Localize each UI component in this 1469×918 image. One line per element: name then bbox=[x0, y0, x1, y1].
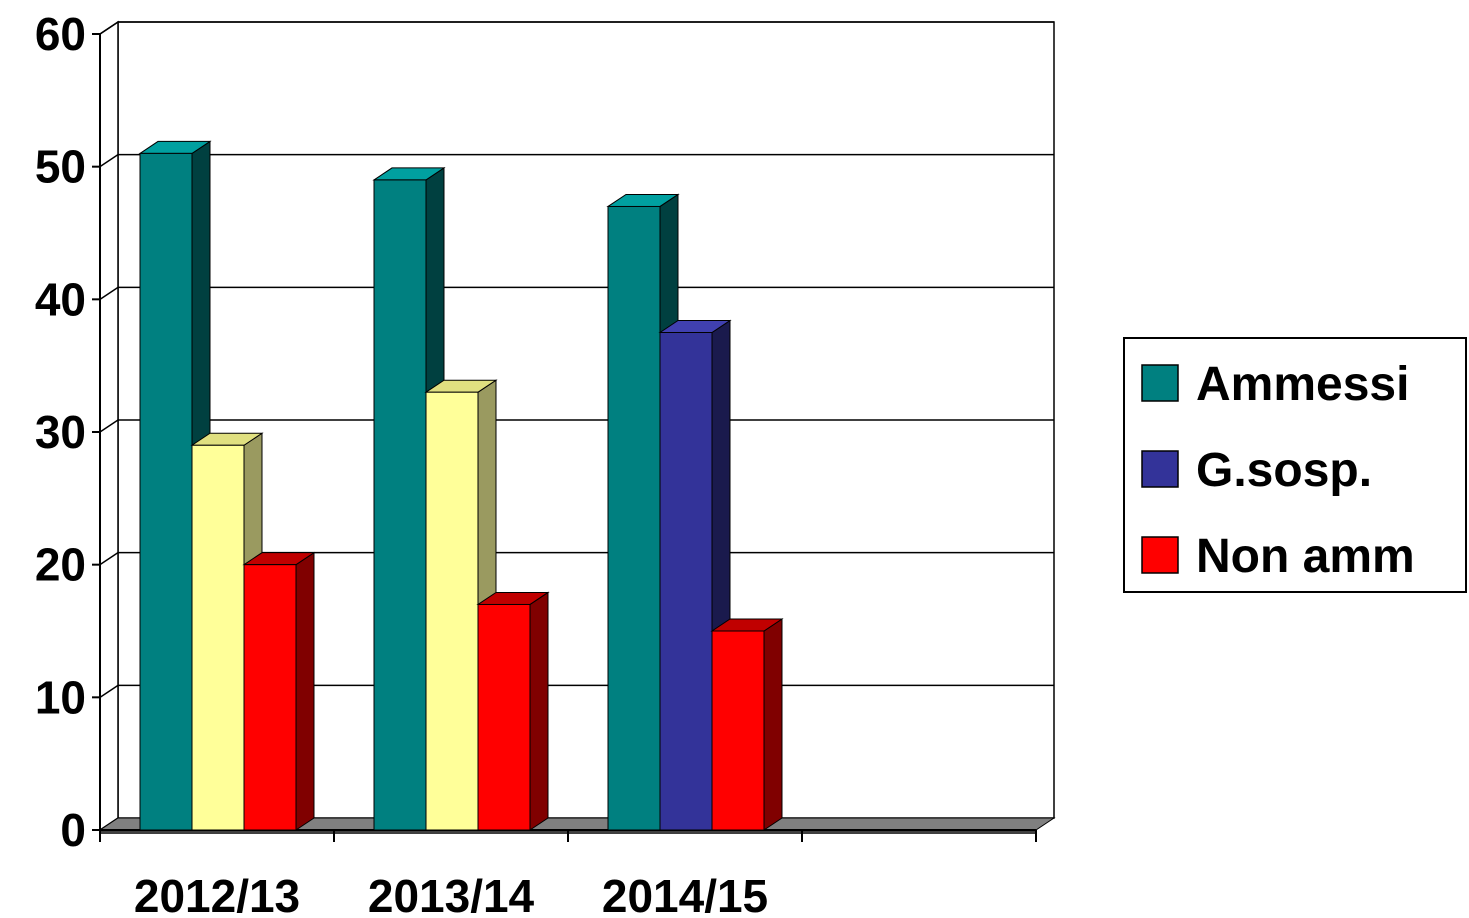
x-tick-labels: 2012/13 2013/14 2014/15 bbox=[134, 870, 768, 918]
y-tick-label-0: 0 bbox=[60, 804, 86, 856]
x-tick-label-2014-15: 2014/15 bbox=[602, 870, 768, 918]
gridline-side-40 bbox=[99, 286, 119, 300]
bar-2013-14-3-front bbox=[477, 603, 531, 831]
y-tick-label-40: 40 bbox=[35, 273, 86, 325]
bar-2013-14-2-front bbox=[425, 391, 479, 831]
bar-2014-15-3-front bbox=[711, 630, 765, 831]
y-tick-label-30: 30 bbox=[35, 406, 86, 458]
y-tick-label-10: 10 bbox=[35, 671, 86, 723]
gridline-side-20 bbox=[99, 552, 119, 566]
y-tick-label-20: 20 bbox=[35, 539, 86, 591]
bar-2012-13-3-side bbox=[295, 551, 315, 831]
y-tick-label-60: 60 bbox=[35, 8, 86, 60]
bar-2012-13-1-front bbox=[139, 152, 193, 831]
legend-label-non-amm: Non amm bbox=[1196, 530, 1415, 583]
bar-2013-14-3 bbox=[476, 591, 550, 831]
legend-swatch-g-sosp bbox=[1141, 450, 1179, 488]
bar-2014-15-2-front bbox=[659, 332, 713, 831]
x-tick-label-2013-14: 2013/14 bbox=[368, 870, 535, 918]
legend-swatch-ammessi bbox=[1141, 364, 1179, 402]
gridline-side-50 bbox=[99, 154, 119, 168]
legend-label-g-sosp: G.sosp. bbox=[1196, 444, 1372, 497]
legend: Ammessi G.sosp. Non amm bbox=[1123, 337, 1467, 593]
bar-2012-13-3 bbox=[242, 551, 316, 831]
bar-2014-15-3-side bbox=[763, 618, 783, 831]
y-tick-labels: 0 10 20 30 40 50 60 bbox=[35, 8, 86, 856]
bars bbox=[138, 140, 784, 831]
y-tick-label-50: 50 bbox=[35, 141, 86, 193]
bar-2012-13-3-front bbox=[243, 564, 297, 831]
bar-2014-15-1-front bbox=[607, 205, 661, 831]
legend-swatch-non-amm bbox=[1141, 536, 1179, 574]
gridline-side-60 bbox=[99, 21, 119, 35]
bar-2014-15-3 bbox=[710, 618, 784, 831]
bar-2013-14-3-side bbox=[529, 591, 549, 831]
legend-box bbox=[1123, 337, 1467, 593]
bar-2013-14-1-front bbox=[373, 179, 427, 831]
gridline-side-10 bbox=[99, 684, 119, 698]
legend-label-ammessi: Ammessi bbox=[1196, 358, 1409, 411]
x-tick-label-2012-13: 2012/13 bbox=[134, 870, 300, 918]
gridline-side-30 bbox=[99, 419, 119, 433]
bar-2012-13-2-front bbox=[191, 444, 245, 831]
